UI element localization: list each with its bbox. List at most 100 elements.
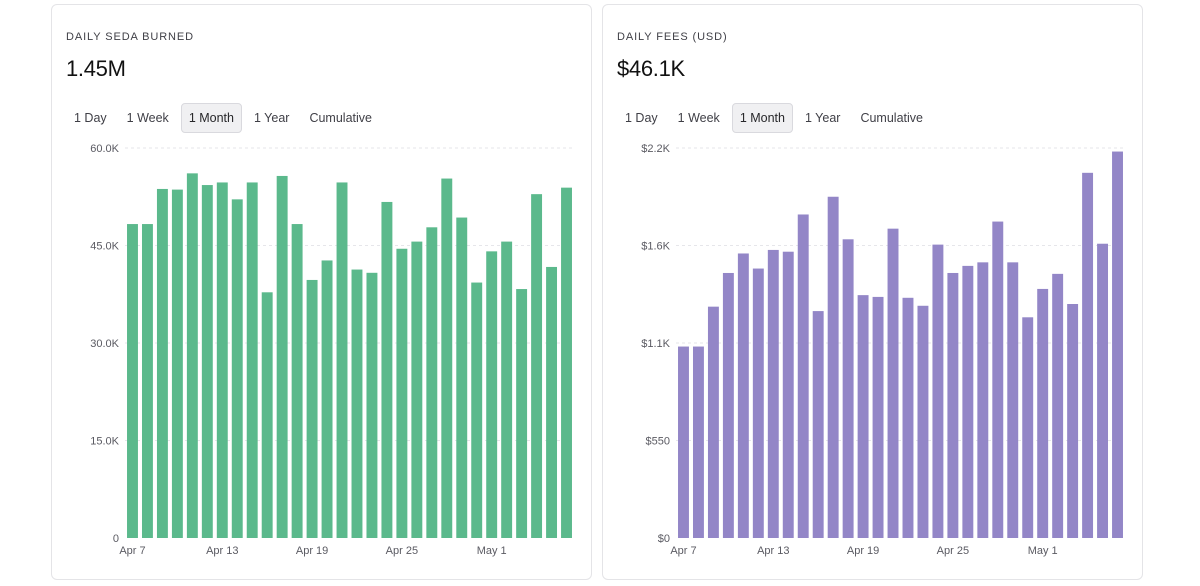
bar (306, 279, 318, 538)
bar (977, 262, 989, 538)
time-range-tabs: 1 Day 1 Week 1 Month 1 Year Cumulative (617, 103, 931, 133)
bar (992, 221, 1004, 538)
bar (291, 224, 303, 539)
tab-1-day[interactable]: 1 Day (74, 111, 107, 125)
bar (812, 311, 824, 538)
y-tick-label: $1.1K (641, 338, 670, 350)
bar (1082, 172, 1094, 538)
x-tick-label: Apr 7 (119, 545, 145, 557)
daily-seda-burned-card: DAILY SEDA BURNED 1.45M 1 Day 1 Week 1 M… (51, 4, 592, 580)
x-tick-label: Apr 13 (206, 545, 238, 557)
bar (887, 228, 899, 538)
card-value: 1.45M (66, 56, 126, 81)
bar (216, 182, 228, 538)
bar (501, 241, 513, 538)
bar (381, 201, 393, 538)
bar (1022, 317, 1034, 538)
tab-cumulative[interactable]: Cumulative (309, 111, 372, 125)
x-tick-label: May 1 (1028, 545, 1058, 557)
card-value: $46.1K (617, 56, 685, 81)
x-tick-label: Apr 13 (757, 545, 789, 557)
time-range-tabs: 1 Day 1 Week 1 Month 1 Year Cumulative (66, 103, 380, 133)
bar (678, 346, 689, 538)
tab-1-day[interactable]: 1 Day (625, 111, 658, 125)
bar (1007, 262, 1019, 538)
bar (842, 239, 854, 538)
bar (366, 272, 378, 538)
bar (156, 188, 168, 538)
bar (1112, 151, 1123, 538)
bar (797, 214, 809, 538)
bar (426, 227, 438, 539)
bar (516, 289, 528, 538)
bar (722, 272, 734, 538)
bar (321, 260, 333, 538)
daily-fees-card: DAILY FEES (USD) $46.1K 1 Day 1 Week 1 M… (602, 4, 1143, 580)
bar (1052, 273, 1064, 538)
bar (782, 251, 794, 539)
y-tick-label: $2.2K (641, 143, 670, 155)
x-tick-label: Apr 25 (937, 545, 969, 557)
bar (932, 244, 944, 538)
x-tick-label: Apr 19 (847, 545, 879, 557)
tab-1-week[interactable]: 1 Week (677, 111, 720, 125)
bar (1067, 304, 1079, 538)
y-tick-label: $550 (646, 436, 670, 448)
bar (857, 295, 869, 538)
bar (201, 185, 213, 539)
bar (962, 265, 974, 538)
x-tick-label: Apr 7 (670, 545, 696, 557)
y-tick-label: 30.0K (90, 338, 119, 350)
bar (872, 296, 884, 538)
tab-cumulative[interactable]: Cumulative (860, 111, 923, 125)
bar (471, 282, 483, 538)
y-tick-label: $1.6K (641, 241, 670, 253)
bar (692, 346, 704, 538)
bar (531, 194, 543, 538)
card-title: DAILY SEDA BURNED (66, 31, 194, 43)
bar (351, 269, 363, 538)
tab-1-year[interactable]: 1 Year (804, 111, 841, 125)
bar (902, 297, 914, 538)
bar (276, 175, 288, 538)
bar (546, 266, 558, 538)
y-tick-label: 60.0K (90, 143, 119, 155)
bar (456, 217, 468, 539)
bar (261, 292, 273, 538)
bar (1097, 243, 1109, 538)
tab-1-month[interactable]: 1 Month (731, 103, 793, 133)
bar (231, 199, 243, 538)
y-tick-label: $0 (658, 533, 670, 545)
bar (486, 251, 498, 538)
y-tick-label: 0 (113, 533, 119, 545)
bar (127, 224, 138, 539)
bar (561, 187, 572, 538)
x-tick-label: Apr 19 (296, 545, 328, 557)
bar (947, 272, 959, 538)
seda-burned-bar-chart: 0 15.0K 30.0K 45.0K 60.0K Apr 7 Apr 13 Apr 19 Ap… (90, 143, 574, 557)
bar (411, 241, 423, 538)
y-tick-label: 15.0K (90, 436, 119, 448)
x-tick-label: May 1 (477, 545, 507, 557)
bar (186, 173, 198, 538)
bar (336, 182, 348, 538)
tab-1-year[interactable]: 1 Year (253, 111, 290, 125)
bar (707, 306, 719, 538)
bar (246, 182, 258, 538)
card-title: DAILY FEES (USD) (617, 31, 728, 43)
bar (752, 268, 764, 538)
bar (171, 189, 183, 538)
bar (141, 224, 153, 539)
bar (1037, 288, 1049, 538)
tab-1-month[interactable]: 1 Month (180, 103, 242, 133)
bar (767, 249, 779, 538)
bar (827, 196, 839, 538)
tab-1-week[interactable]: 1 Week (126, 111, 169, 125)
daily-fees-bar-chart: $0 $550 $1.1K $1.6K $2.2K Apr 7 Apr 13 Apr 19 Ap… (641, 143, 1125, 557)
bar (737, 253, 749, 538)
bar (917, 305, 929, 538)
y-tick-label: 45.0K (90, 241, 119, 253)
bar (396, 248, 408, 538)
bar (441, 178, 453, 539)
x-tick-label: Apr 25 (386, 545, 418, 557)
